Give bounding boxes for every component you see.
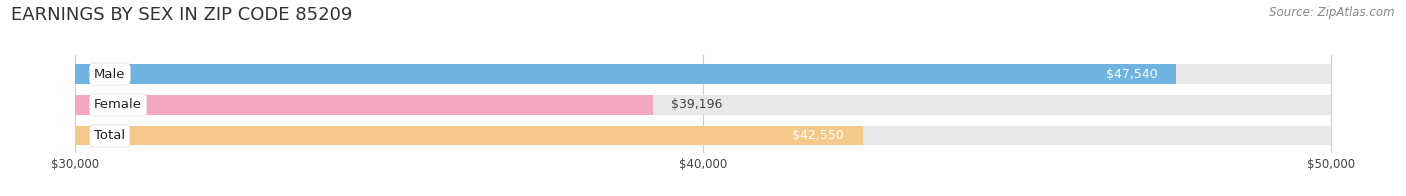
Text: Male: Male — [94, 68, 125, 81]
Bar — [76, 95, 1330, 114]
Text: EARNINGS BY SEX IN ZIP CODE 85209: EARNINGS BY SEX IN ZIP CODE 85209 — [11, 6, 353, 24]
Text: Female: Female — [94, 98, 142, 112]
Text: $39,196: $39,196 — [671, 98, 723, 112]
Text: $47,540: $47,540 — [1105, 68, 1157, 81]
Bar — [76, 126, 1330, 145]
Text: $42,550: $42,550 — [793, 129, 844, 142]
Bar — [76, 64, 1330, 84]
Text: Total: Total — [94, 129, 125, 142]
Text: Source: ZipAtlas.com: Source: ZipAtlas.com — [1270, 6, 1395, 19]
Bar — [76, 126, 863, 145]
Bar — [76, 64, 1177, 84]
Bar — [76, 95, 652, 114]
